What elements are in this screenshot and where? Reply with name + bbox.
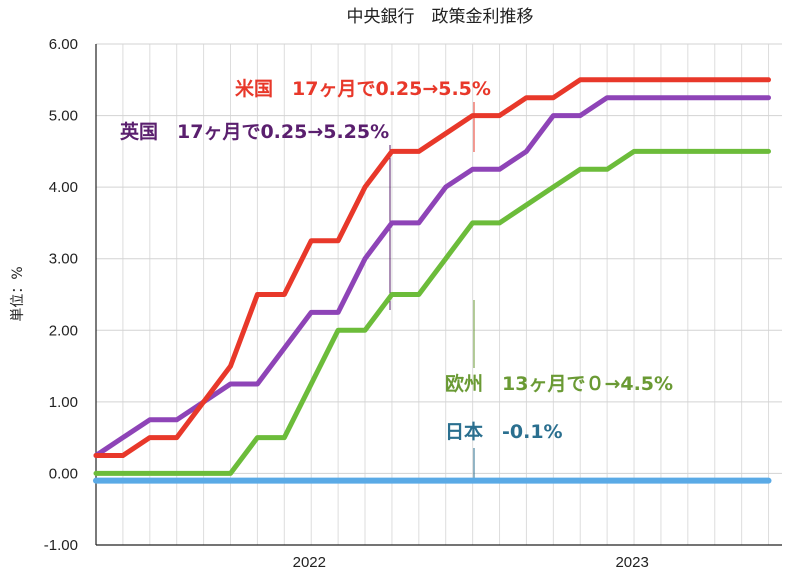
y-tick-label: 0.00 — [49, 465, 78, 482]
y-tick-label: 6.00 — [49, 36, 78, 53]
axes: 6.00 5.00 4.00 3.00 2.00 1.00 0.00 -1.00 2022 202… — [44, 36, 782, 571]
y-axis-label: 単位：% — [10, 266, 26, 321]
annotations: 米国 17ヶ月で0.25→5.5% 英国 17ヶ月で0.25→5.25% 欧州 … — [120, 77, 673, 443]
y-tick-label: 2.00 — [49, 322, 78, 339]
y-tick-label: 1.00 — [49, 394, 78, 411]
eu-annotation: 欧州 13ヶ月で０→4.5% — [445, 372, 673, 395]
series-lines — [93, 77, 772, 484]
chart-title: 中央銀行 政策金利推移 — [347, 7, 534, 27]
y-tick-label: 3.00 — [49, 251, 78, 268]
uk-annotation: 英国 17ヶ月で0.25→5.25% — [120, 120, 389, 143]
x-tick-label: 2023 — [615, 554, 648, 571]
eu-series-line — [93, 148, 771, 476]
us-series-line — [93, 77, 771, 458]
y-tick-label: -1.00 — [44, 537, 78, 554]
jp-annotation: 日本 -0.1% — [445, 420, 563, 443]
y-tick-label: 5.00 — [49, 108, 78, 125]
y-tick-label: 4.00 — [49, 179, 78, 196]
grid — [96, 43, 782, 546]
x-tick-label: 2022 — [293, 554, 326, 571]
us-annotation: 米国 17ヶ月で0.25→5.5% — [235, 77, 491, 100]
